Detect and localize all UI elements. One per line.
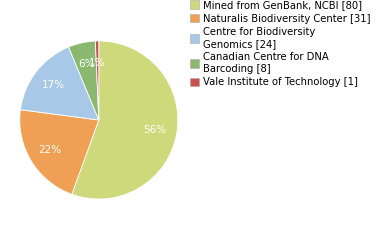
Wedge shape <box>21 47 99 120</box>
Legend: Mined from GenBank, NCBI [80], Naturalis Biodiversity Center [31], Centre for Bi: Mined from GenBank, NCBI [80], Naturalis… <box>190 0 370 87</box>
Wedge shape <box>72 41 178 199</box>
Text: 1%: 1% <box>89 58 106 68</box>
Wedge shape <box>20 110 99 194</box>
Text: 6%: 6% <box>78 60 95 69</box>
Text: 17%: 17% <box>42 80 65 90</box>
Wedge shape <box>68 41 99 120</box>
Wedge shape <box>95 41 99 120</box>
Text: 56%: 56% <box>143 125 166 135</box>
Text: 22%: 22% <box>39 144 62 155</box>
